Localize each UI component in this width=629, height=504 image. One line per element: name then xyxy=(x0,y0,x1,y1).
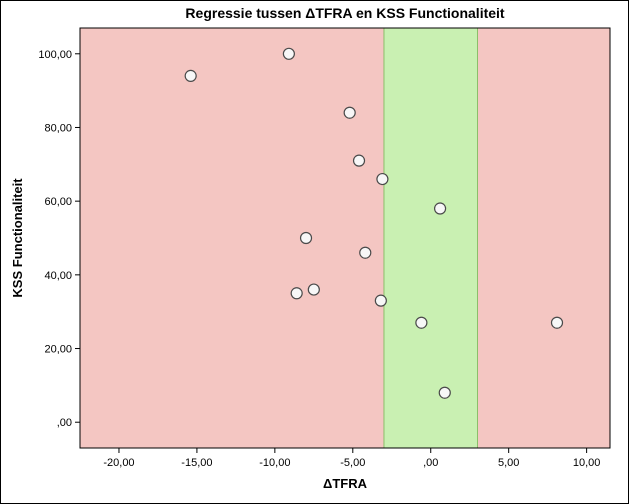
x-tick-label: 5,00 xyxy=(498,457,519,469)
x-tick-label: ,00 xyxy=(423,457,438,469)
data-point xyxy=(301,233,312,244)
data-point xyxy=(291,288,302,299)
region-band xyxy=(80,28,384,448)
data-point xyxy=(344,107,355,118)
x-tick-label: -10,00 xyxy=(259,457,290,469)
data-point xyxy=(416,317,427,328)
data-point xyxy=(439,387,450,398)
data-point xyxy=(552,317,563,328)
y-tick-label: 80,00 xyxy=(44,122,72,134)
data-point xyxy=(354,155,365,166)
data-point xyxy=(360,247,371,258)
data-point xyxy=(185,70,196,81)
x-axis-label: ΔTFRA xyxy=(323,476,368,491)
x-tick-label: -20,00 xyxy=(103,457,134,469)
region-band xyxy=(478,28,611,448)
chart-title: Regressie tussen ΔTFRA en KSS Functional… xyxy=(185,5,504,21)
data-point xyxy=(377,174,388,185)
data-point xyxy=(435,203,446,214)
x-tick-label: -15,00 xyxy=(181,457,212,469)
data-point xyxy=(283,48,294,59)
y-tick-label: 40,00 xyxy=(44,270,72,282)
x-tick-label: -5,00 xyxy=(340,457,365,469)
y-tick-label: 20,00 xyxy=(44,344,72,356)
data-point xyxy=(308,284,319,295)
region-band xyxy=(384,28,478,448)
y-tick-label: 100,00 xyxy=(38,49,72,61)
y-axis-label: KSS Functionaliteit xyxy=(10,178,25,298)
y-tick-label: ,00 xyxy=(57,417,72,429)
x-tick-label: 10,00 xyxy=(573,457,601,469)
y-tick-label: 60,00 xyxy=(44,196,72,208)
scatter-chart: Regressie tussen ΔTFRA en KSS Functional… xyxy=(0,0,629,504)
data-point xyxy=(375,295,386,306)
